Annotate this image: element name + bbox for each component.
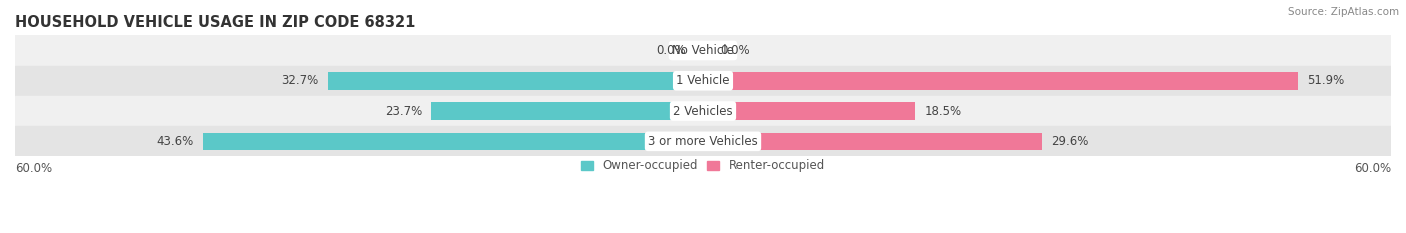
Text: 23.7%: 23.7% [385, 105, 422, 117]
Bar [15, 66, 1391, 96]
Text: 32.7%: 32.7% [281, 74, 319, 87]
Text: 60.0%: 60.0% [1354, 162, 1391, 175]
Text: Source: ZipAtlas.com: Source: ZipAtlas.com [1288, 7, 1399, 17]
Bar [15, 126, 1391, 157]
Bar [202, 133, 703, 150]
Text: 43.6%: 43.6% [156, 135, 194, 148]
Text: 60.0%: 60.0% [15, 162, 52, 175]
Text: 2 Vehicles: 2 Vehicles [673, 105, 733, 117]
Bar [432, 102, 703, 120]
Bar [15, 96, 1391, 126]
Text: HOUSEHOLD VEHICLE USAGE IN ZIP CODE 68321: HOUSEHOLD VEHICLE USAGE IN ZIP CODE 6832… [15, 15, 415, 30]
Text: 3 or more Vehicles: 3 or more Vehicles [648, 135, 758, 148]
Text: 29.6%: 29.6% [1052, 135, 1090, 148]
Text: 51.9%: 51.9% [1308, 74, 1344, 87]
Text: 1 Vehicle: 1 Vehicle [676, 74, 730, 87]
Text: 18.5%: 18.5% [924, 105, 962, 117]
Text: 0.0%: 0.0% [720, 44, 749, 57]
Text: No Vehicle: No Vehicle [672, 44, 734, 57]
Bar [703, 133, 1042, 150]
Bar [15, 35, 1391, 66]
Legend: Owner-occupied, Renter-occupied: Owner-occupied, Renter-occupied [576, 155, 830, 177]
Bar [703, 102, 915, 120]
Bar [328, 72, 703, 89]
Text: 0.0%: 0.0% [657, 44, 686, 57]
Bar [703, 72, 1298, 89]
